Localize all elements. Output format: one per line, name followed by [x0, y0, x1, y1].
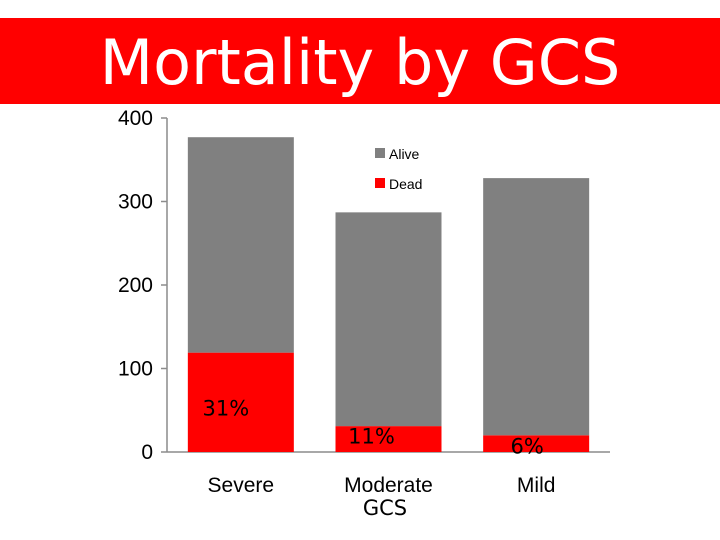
legend-label-alive: Alive: [389, 146, 420, 162]
x-axis-label: GCS: [362, 496, 408, 520]
bar-alive: [483, 178, 590, 436]
legend-swatch-alive: [375, 148, 385, 158]
bar-dead: [335, 426, 442, 452]
data-label-percent: 31%: [202, 396, 249, 420]
data-label-percent: 11%: [348, 425, 395, 449]
data-label-percent: 6%: [511, 435, 544, 459]
chart-title: Mortality by GCS: [99, 26, 621, 99]
x-tick-label: Moderate: [344, 474, 433, 497]
bar-dead: [483, 435, 590, 452]
x-tick-label: Severe: [208, 474, 275, 497]
bar-alive: [187, 137, 294, 353]
bar-alive: [335, 212, 442, 427]
y-tick-label: 0: [141, 441, 153, 464]
legend-swatch-dead: [375, 178, 385, 188]
y-tick-label: 300: [118, 191, 153, 214]
bar-dead: [187, 352, 294, 452]
y-tick-label: 400: [118, 107, 153, 130]
y-tick-label: 100: [118, 358, 153, 381]
y-tick-label: 200: [118, 274, 153, 297]
title-bar: [0, 18, 720, 104]
x-tick-label: Mild: [517, 474, 556, 497]
legend-label-dead: Dead: [389, 176, 422, 192]
